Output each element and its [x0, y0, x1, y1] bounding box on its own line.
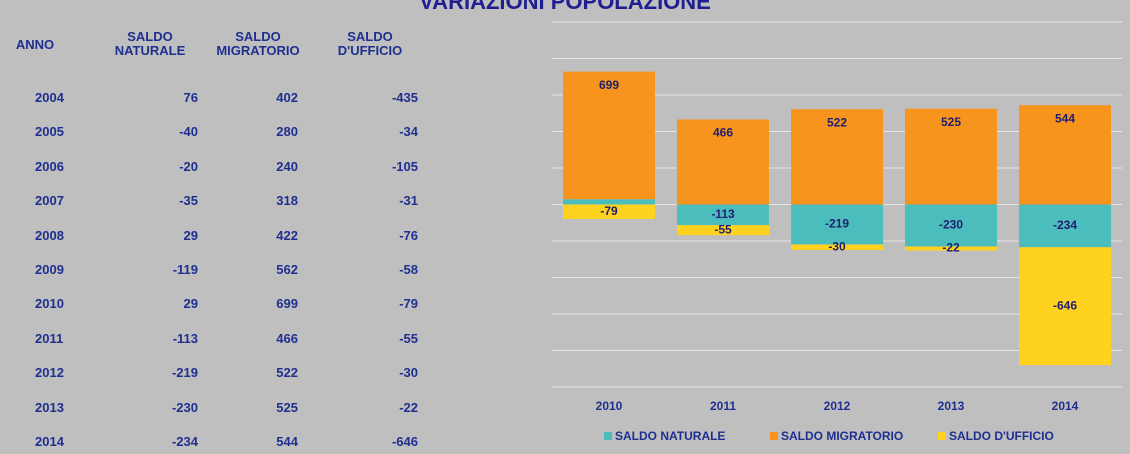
bar-segment	[563, 204, 655, 219]
value-cell: -234	[171, 434, 198, 449]
bar-segment	[791, 244, 883, 250]
value-cell: -58	[399, 262, 418, 277]
data-label: -79	[600, 204, 618, 218]
year-cell: 2008	[35, 227, 64, 243]
value-cell: -105	[391, 158, 418, 174]
bar-segment	[791, 204, 883, 245]
bar-segment	[677, 119, 769, 205]
value-cell: 699	[276, 296, 298, 312]
value-cell: -230	[171, 399, 198, 415]
data-label: -113	[711, 207, 735, 221]
year-cell: 2011	[35, 330, 64, 346]
value-cell: 76	[183, 90, 198, 105]
bar-segment	[1019, 105, 1111, 205]
data-label: 544	[1055, 111, 1075, 125]
table-header: SALDO D'UFFICIO	[337, 29, 403, 58]
x-tick-label: 2010	[596, 399, 623, 413]
data-label: -30	[828, 239, 846, 253]
legend-swatch	[604, 432, 612, 440]
bar-segment	[563, 71, 655, 200]
bar-segment	[905, 246, 997, 251]
bar-segment	[905, 108, 997, 205]
value-cell: 280	[276, 124, 298, 140]
data-label: 522	[827, 115, 847, 129]
value-cell: 422	[276, 227, 298, 243]
value-cell: 466	[276, 330, 298, 346]
bar-segment	[677, 204, 769, 226]
year-cell: 2014	[35, 434, 64, 449]
value-cell: -646	[391, 434, 418, 449]
x-tick-label: 2013	[938, 399, 965, 413]
data-label: 525	[941, 115, 961, 129]
value-cell: 525	[276, 399, 298, 415]
value-cell: -31	[399, 193, 418, 209]
value-cell: -34	[399, 124, 418, 140]
year-cell: 2013	[35, 399, 64, 415]
table-header: SALDO MIGRATORIO	[216, 29, 300, 58]
x-tick-label: 2014	[1052, 399, 1079, 413]
value-cell: -113	[172, 330, 198, 346]
data-label: 699	[599, 78, 619, 92]
table-header: SALDO NATURALE	[114, 29, 186, 58]
value-cell: -22	[399, 399, 418, 415]
data-label: -55	[714, 222, 732, 236]
data-label: -230	[939, 218, 963, 232]
legend-label: SALDO D'UFFICIO	[949, 429, 1054, 443]
value-cell: 522	[276, 365, 298, 381]
bar-segment	[905, 204, 997, 247]
value-cell: 318	[276, 193, 298, 209]
bar-segment	[563, 199, 655, 205]
bar-segment	[1019, 247, 1111, 366]
page-title: VARIAZIONI POPOLAZIONE	[419, 0, 711, 14]
value-cell: -30	[399, 365, 418, 381]
data-label: 466	[713, 126, 733, 140]
bar-segment	[1019, 204, 1111, 248]
legend-label: SALDO NATURALE	[615, 429, 725, 443]
value-cell: 402	[276, 90, 298, 105]
value-cell: -79	[399, 296, 418, 312]
x-tick-label: 2011	[710, 399, 736, 413]
legend-label: SALDO MIGRATORIO	[781, 429, 903, 443]
value-cell: 29	[183, 296, 198, 312]
bar-segment	[791, 109, 883, 205]
year-cell: 2009	[35, 262, 64, 277]
legend-swatch	[938, 432, 946, 440]
x-tick-label: 2012	[824, 399, 851, 413]
table-header: ANNO	[15, 37, 55, 52]
value-cell: -435	[391, 90, 418, 105]
value-cell: 240	[276, 158, 298, 174]
value-cell: 544	[276, 434, 298, 449]
value-cell: -219	[171, 365, 198, 381]
value-cell: 562	[276, 262, 298, 277]
year-cell: 2005	[35, 124, 64, 140]
value-cell: -76	[399, 227, 418, 243]
data-label: -22	[942, 241, 960, 255]
legend-swatch	[770, 432, 778, 440]
value-cell: -35	[179, 193, 198, 209]
value-cell: -119	[172, 262, 198, 277]
year-cell: 2012	[35, 365, 64, 381]
value-cell: 29	[183, 227, 198, 243]
value-cell: -20	[179, 158, 198, 174]
year-cell: 2006	[35, 158, 64, 174]
value-cell: -40	[179, 124, 198, 140]
data-label: -646	[1053, 298, 1077, 312]
data-label: -219	[825, 217, 849, 231]
value-cell: -55	[399, 330, 418, 346]
year-cell: 2007	[35, 193, 64, 209]
data-label: -234	[1053, 218, 1077, 232]
year-cell: 2004	[35, 90, 64, 105]
year-cell: 2010	[35, 296, 64, 312]
bar-segment	[677, 225, 769, 236]
